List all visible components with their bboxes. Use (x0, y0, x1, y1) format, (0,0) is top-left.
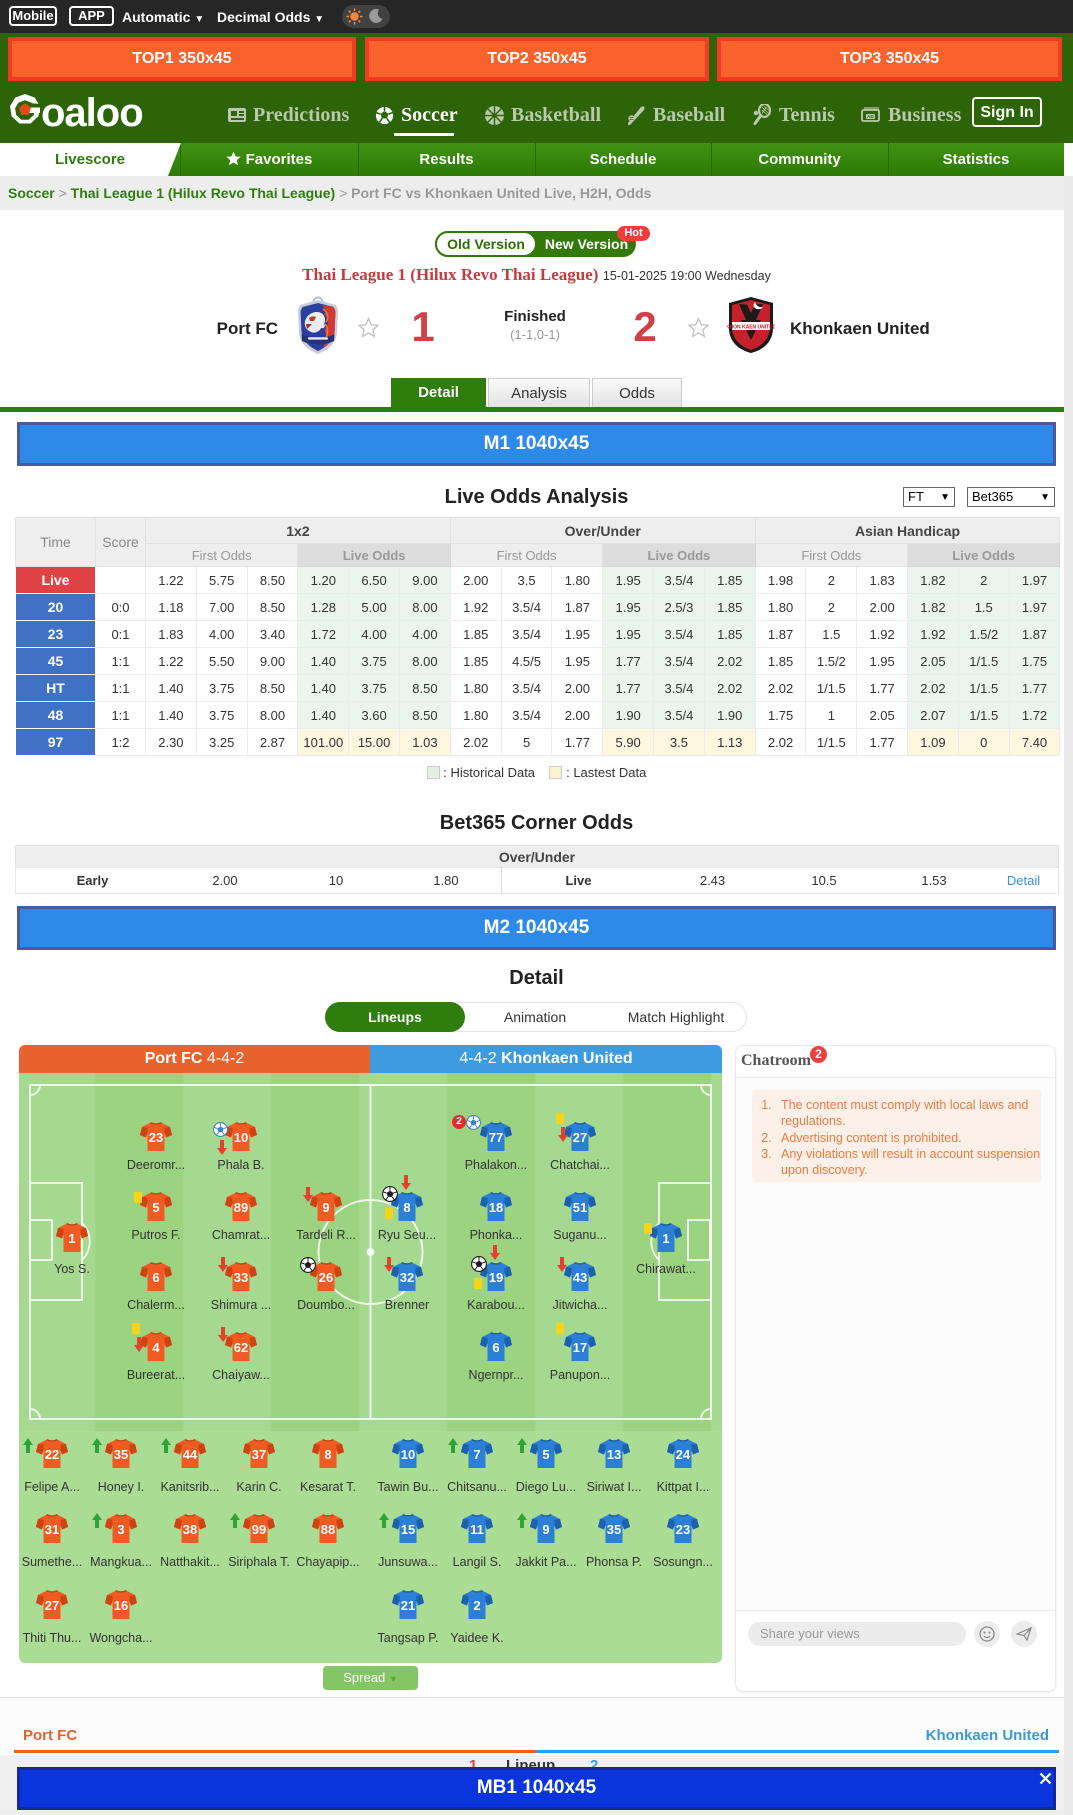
svg-text:35: 35 (607, 1522, 621, 1537)
svg-text:43: 43 (573, 1270, 587, 1285)
svg-text:35: 35 (114, 1447, 128, 1462)
svg-text:77: 77 (489, 1130, 503, 1145)
svg-text:9: 9 (322, 1200, 329, 1215)
svg-text:44: 44 (183, 1447, 198, 1462)
svg-text:18: 18 (489, 1200, 503, 1215)
svg-text:38: 38 (183, 1522, 197, 1537)
svg-text:99: 99 (252, 1522, 266, 1537)
svg-text:62: 62 (234, 1340, 248, 1355)
svg-text:5: 5 (542, 1447, 549, 1462)
svg-text:8: 8 (403, 1200, 410, 1215)
svg-text:17: 17 (573, 1340, 587, 1355)
svg-text:AD: AD (867, 114, 874, 119)
svg-text:26: 26 (319, 1270, 333, 1285)
svg-text:16: 16 (114, 1598, 128, 1613)
svg-text:23: 23 (676, 1522, 690, 1537)
svg-text:10: 10 (401, 1447, 415, 1462)
svg-text:1: 1 (662, 1231, 669, 1246)
svg-text:19: 19 (489, 1270, 503, 1285)
svg-text:22: 22 (45, 1447, 59, 1462)
svg-text:10: 10 (234, 1130, 248, 1145)
svg-text:51: 51 (573, 1200, 587, 1215)
svg-text:32: 32 (400, 1270, 414, 1285)
svg-text:11: 11 (470, 1522, 484, 1537)
svg-text:2: 2 (473, 1598, 480, 1613)
svg-text:5: 5 (152, 1200, 159, 1215)
svg-text:27: 27 (573, 1130, 587, 1145)
svg-text:1: 1 (68, 1231, 75, 1246)
svg-text:6: 6 (152, 1270, 159, 1285)
svg-text:89: 89 (234, 1200, 248, 1215)
svg-text:4: 4 (152, 1340, 160, 1355)
svg-text:13: 13 (607, 1447, 621, 1462)
svg-text:37: 37 (252, 1447, 266, 1462)
svg-text:3: 3 (117, 1522, 124, 1537)
svg-text:6: 6 (492, 1340, 499, 1355)
svg-text:15: 15 (401, 1522, 415, 1537)
svg-text:88: 88 (321, 1522, 335, 1537)
svg-text:23: 23 (149, 1130, 163, 1145)
svg-text:27: 27 (45, 1598, 59, 1613)
svg-text:7: 7 (473, 1447, 480, 1462)
svg-text:24: 24 (676, 1447, 691, 1462)
svg-text:21: 21 (401, 1598, 415, 1613)
svg-text:33: 33 (234, 1270, 248, 1285)
svg-text:9: 9 (542, 1522, 549, 1537)
svg-text:KHON KAEN UNITED: KHON KAEN UNITED (727, 324, 775, 330)
svg-text:31: 31 (45, 1522, 59, 1537)
svg-text:8: 8 (324, 1447, 331, 1462)
